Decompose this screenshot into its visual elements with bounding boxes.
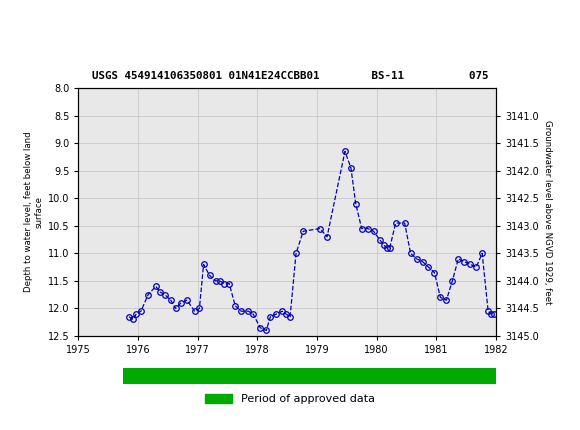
Bar [123, 368, 496, 384]
Legend: Period of approved data: Period of approved data [200, 390, 380, 409]
Y-axis label: Groundwater level above NGVD 1929, feet: Groundwater level above NGVD 1929, feet [543, 120, 552, 304]
Text: ▮USGS: ▮USGS [7, 38, 57, 52]
Text: USGS 454914106350801 01N41E24CCBB01        BS-11          075: USGS 454914106350801 01N41E24CCBB01 BS-1… [92, 71, 488, 81]
Y-axis label: Depth to water level, feet below land
surface: Depth to water level, feet below land su… [24, 132, 44, 292]
